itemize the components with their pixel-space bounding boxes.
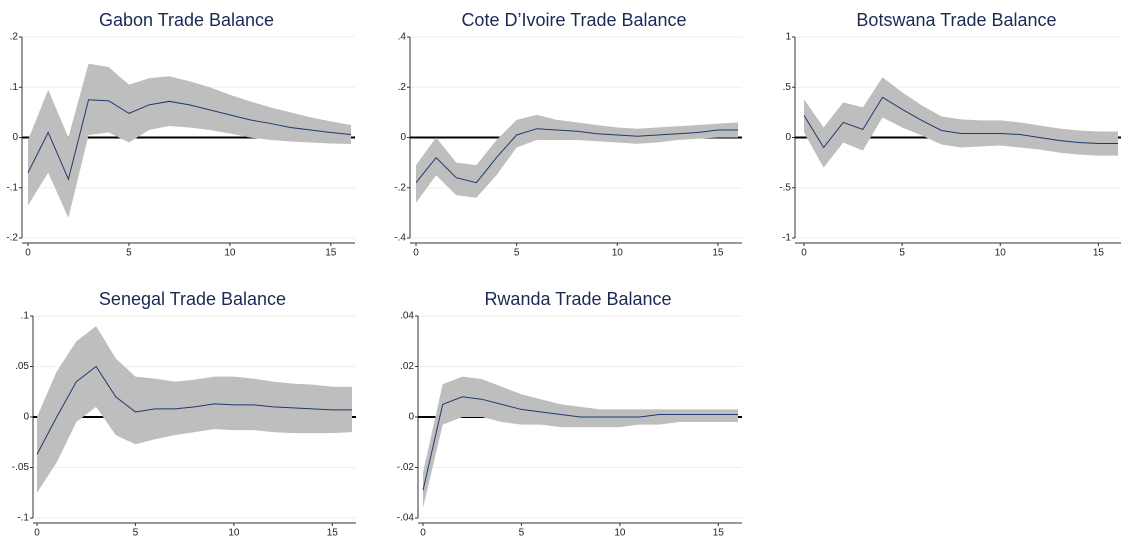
y-tick-label: 0 bbox=[23, 412, 29, 423]
panel: Senegal Trade Balance -.1 -.05 0 .05 .1 0 5 10 15 bbox=[12, 289, 356, 538]
x-tick-label: 15 bbox=[712, 248, 724, 259]
y-tick-label: .1 bbox=[21, 311, 30, 322]
confidence-band bbox=[416, 114, 738, 203]
x-tick-label: 5 bbox=[899, 248, 905, 259]
y-tick-label: -.2 bbox=[6, 233, 18, 244]
panel: Botswana Trade Balance-1-.50.510 5 10 15 bbox=[779, 10, 1121, 259]
y-tick-label: 1 bbox=[785, 32, 791, 43]
y-tick-label: .2 bbox=[398, 82, 407, 93]
panel-title: Botswana Trade Balance bbox=[856, 10, 1056, 30]
x-tick-label: 0 bbox=[34, 528, 40, 538]
panel-title: Rwanda Trade Balance bbox=[484, 289, 671, 309]
y-tick-label: -.05 bbox=[12, 462, 30, 473]
y-tick-label: .02 bbox=[400, 361, 414, 372]
y-tick-label: -.1 bbox=[17, 513, 29, 524]
panel-title: Senegal Trade Balance bbox=[99, 289, 286, 309]
x-tick-label: 5 bbox=[133, 528, 139, 538]
x-tick-label: 0 bbox=[413, 248, 419, 259]
confidence-band bbox=[423, 376, 738, 508]
panel: Gabon Trade Balance -.2 -.1 0 .1 .2 0 5 10 15 bbox=[6, 10, 355, 259]
y-tick-label: .4 bbox=[398, 32, 407, 43]
y-tick-label: -1 bbox=[782, 233, 791, 244]
panel-title: Cote D’Ivoire Trade Balance bbox=[461, 10, 686, 30]
panel: Cote D’Ivoire Trade Balance -.4 -.2 0 .2 .4 0 5… bbox=[394, 10, 742, 259]
y-tick-label: -.04 bbox=[397, 513, 415, 524]
x-tick-label: 15 bbox=[325, 248, 337, 259]
y-tick-label: -.02 bbox=[397, 462, 415, 473]
y-tick-label: .5 bbox=[783, 82, 792, 93]
x-tick-label: 0 bbox=[25, 248, 31, 259]
y-tick-label: -.2 bbox=[394, 182, 406, 193]
x-tick-label: 15 bbox=[1093, 248, 1105, 259]
response-line bbox=[415, 128, 738, 184]
x-tick-label: 10 bbox=[614, 528, 626, 538]
y-tick-label: 0 bbox=[785, 132, 791, 143]
response-line bbox=[27, 99, 352, 181]
x-tick-label: 5 bbox=[519, 528, 525, 538]
response-line bbox=[803, 96, 1118, 149]
y-tick-label: .1 bbox=[10, 82, 19, 93]
y-tick-label: .04 bbox=[400, 311, 414, 322]
confidence-band bbox=[28, 63, 351, 218]
y-tick-label: -.1 bbox=[6, 182, 18, 193]
x-tick-label: 10 bbox=[224, 248, 236, 259]
x-tick-label: 10 bbox=[612, 248, 624, 259]
y-tick-label: -.4 bbox=[394, 233, 406, 244]
x-tick-label: 10 bbox=[995, 248, 1007, 259]
y-tick-label: 0 bbox=[400, 132, 406, 143]
response-line bbox=[422, 396, 738, 491]
confidence-band bbox=[804, 77, 1118, 168]
x-tick-label: 0 bbox=[420, 528, 426, 538]
x-tick-label: 5 bbox=[126, 248, 132, 259]
x-tick-label: 10 bbox=[228, 528, 240, 538]
y-tick-label: 0 bbox=[408, 412, 414, 423]
y-tick-label: 0 bbox=[12, 132, 18, 143]
x-tick-label: 0 bbox=[801, 248, 807, 259]
x-tick-label: 15 bbox=[327, 528, 339, 538]
response-line bbox=[36, 365, 352, 455]
panel: Rwanda Trade Balance -.04 -.02 0 .02 .04 0 5 10 1… bbox=[397, 289, 742, 538]
x-tick-label: 5 bbox=[514, 248, 520, 259]
y-tick-label: .2 bbox=[10, 32, 19, 43]
y-tick-label: -.5 bbox=[779, 182, 791, 193]
confidence-band bbox=[37, 326, 352, 493]
panel-title: Gabon Trade Balance bbox=[99, 10, 274, 30]
x-tick-label: 15 bbox=[713, 528, 725, 538]
y-tick-label: .05 bbox=[15, 361, 29, 372]
